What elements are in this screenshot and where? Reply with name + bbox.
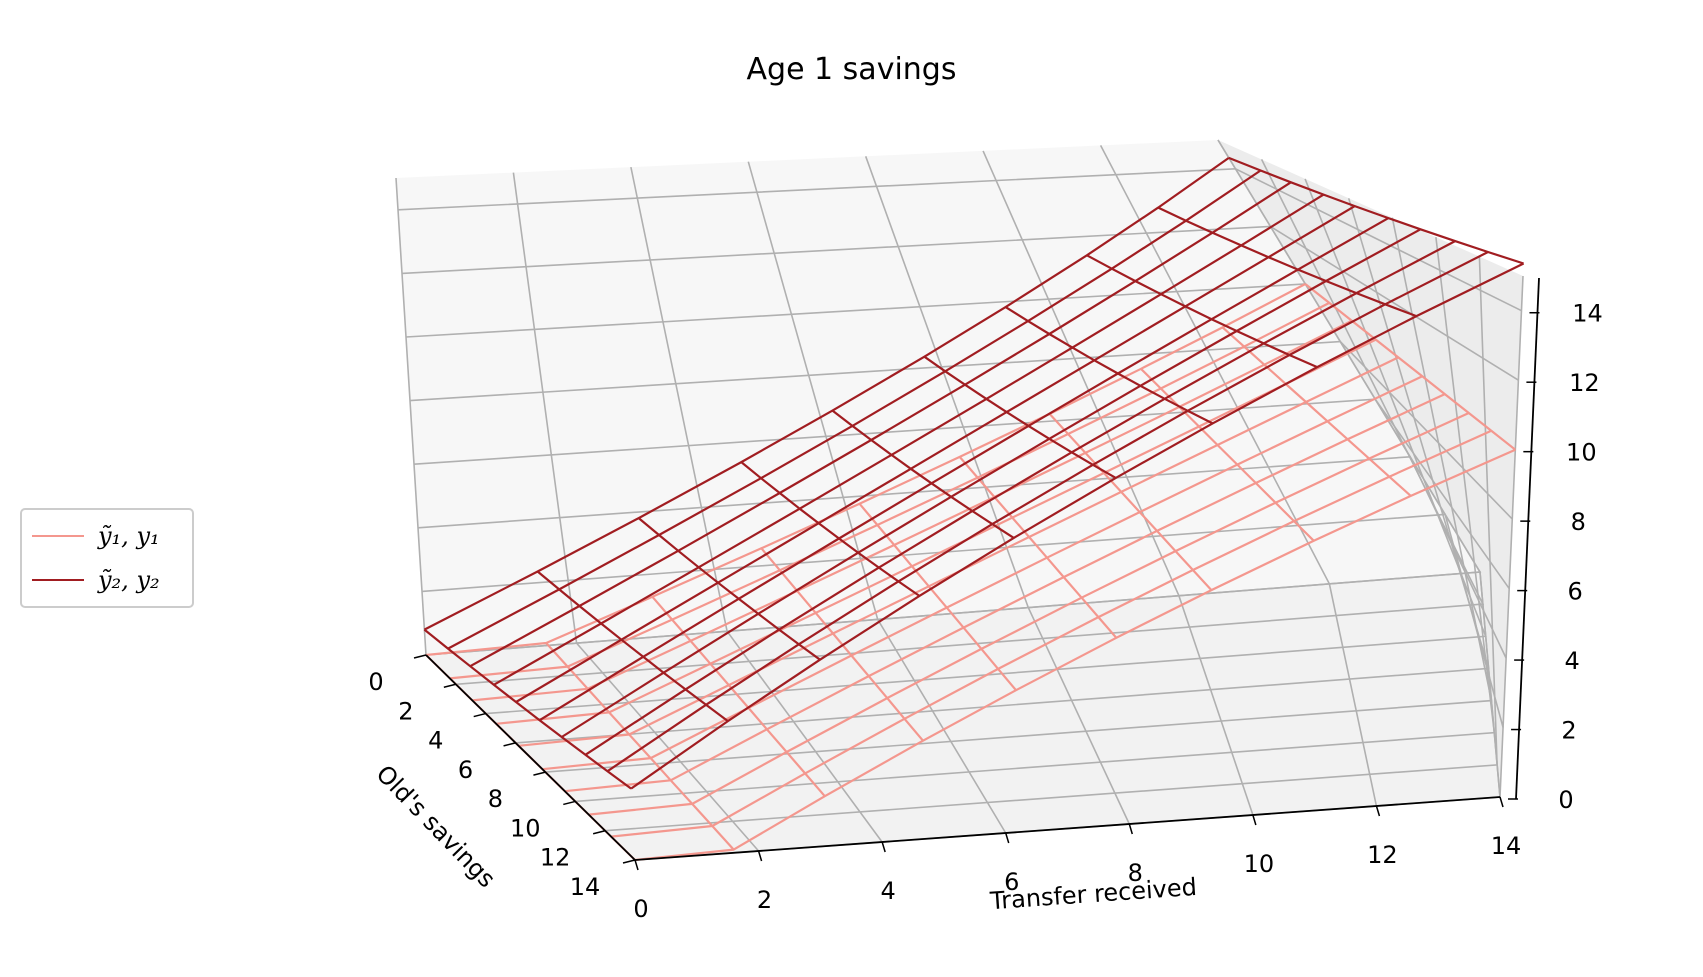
z-tick-label: 0 — [1558, 786, 1573, 814]
z-tick-label: 6 — [1568, 578, 1583, 606]
legend-item-series-1: ỹ₁, y₁ — [32, 521, 160, 551]
y-tick-mark — [623, 860, 635, 863]
x-tick-mark — [1129, 824, 1132, 834]
x-tick-label: 10 — [1244, 850, 1275, 878]
y-tick-mark — [563, 801, 575, 804]
y-tick-label: 12 — [540, 844, 571, 872]
y-tick-mark — [533, 772, 545, 775]
y-tick-mark — [474, 714, 486, 717]
y-tick-mark — [444, 684, 456, 687]
x-tick-mark — [1500, 797, 1503, 807]
z-tick-label: 2 — [1561, 717, 1576, 745]
x-tick-label: 4 — [881, 877, 896, 905]
x-tick-label: 0 — [633, 895, 648, 923]
legend: ỹ₁, y₁ ỹ₂, y₂ — [20, 508, 194, 608]
y-axis-label: Old's savings — [371, 760, 501, 894]
x-tick-mark — [759, 851, 762, 861]
x-tick-mark — [635, 860, 638, 870]
legend-label-series-2: ỹ₂, y₂ — [98, 566, 160, 594]
y-tick-mark — [593, 831, 605, 834]
y-tick-label: 10 — [510, 814, 541, 842]
x-tick-label: 14 — [1491, 832, 1522, 860]
z-tick-label: 10 — [1566, 439, 1597, 467]
y-tick-label: 0 — [368, 668, 383, 696]
x-tick-label: 12 — [1367, 841, 1398, 869]
legend-swatch-series-1 — [32, 535, 84, 537]
y-tick-label: 6 — [458, 756, 473, 784]
z-tick-label: 12 — [1569, 369, 1600, 397]
x-tick-mark — [882, 842, 885, 852]
x-tick-mark — [1376, 806, 1379, 816]
x-tick-mark — [1006, 833, 1009, 843]
x-tick-label: 2 — [757, 886, 772, 914]
z-tick-label: 8 — [1571, 508, 1586, 536]
legend-item-series-2: ỹ₂, y₂ — [32, 565, 160, 595]
x-tick-mark — [1253, 815, 1256, 825]
y-tick-label: 14 — [570, 873, 601, 901]
legend-swatch-series-2 — [32, 579, 84, 581]
legend-label-series-1: ỹ₁, y₁ — [98, 522, 160, 550]
y-tick-label: 8 — [488, 785, 503, 813]
y-tick-label: 2 — [398, 697, 413, 725]
y-tick-label: 4 — [428, 727, 443, 755]
z-tick-label: 14 — [1572, 300, 1603, 328]
y-tick-mark — [504, 743, 516, 746]
y-tick-mark — [414, 655, 426, 658]
x-axis-label: Transfer received — [988, 873, 1198, 915]
axes-panes — [396, 140, 1523, 860]
z-tick-label: 4 — [1564, 647, 1579, 675]
